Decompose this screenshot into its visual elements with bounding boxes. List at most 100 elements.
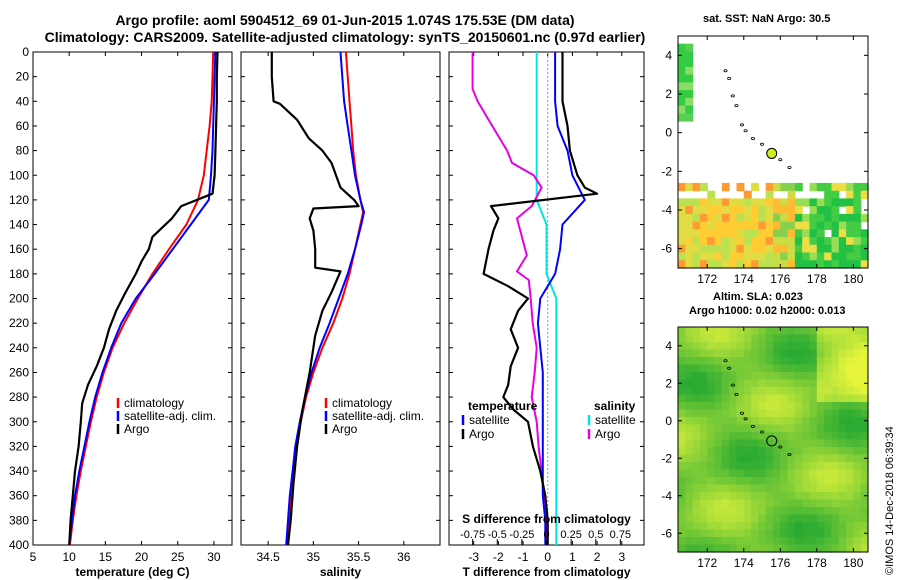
sst-cell <box>751 221 759 230</box>
sla-cell <box>765 334 774 343</box>
sla-cell <box>794 484 803 493</box>
sla-cell <box>721 514 730 523</box>
map-y-tick-label: 0 <box>665 414 672 428</box>
x-tick-label: 10 <box>63 550 77 564</box>
sla-cell <box>831 514 840 523</box>
y-tick-label: 40 <box>16 94 30 108</box>
sst-cell <box>751 252 759 261</box>
sla-cell <box>846 364 854 373</box>
x-tick-label: 3 <box>618 550 625 564</box>
sst-map-field <box>678 43 869 269</box>
sla-cell <box>824 417 833 426</box>
sla-cell <box>860 372 869 381</box>
sla-cell <box>780 432 789 441</box>
sst-cell <box>838 182 847 192</box>
sla-cell <box>787 477 796 486</box>
sla-cell <box>794 492 803 501</box>
sla-cell <box>685 364 694 373</box>
sst-cell <box>809 237 818 246</box>
sla-cell <box>765 454 774 463</box>
sla-cell <box>685 454 694 463</box>
y-tick-label: 320 <box>9 439 29 453</box>
island-outline <box>734 392 739 396</box>
sst-cell <box>743 237 752 246</box>
sst-cell <box>751 229 759 238</box>
sst-cell <box>816 221 825 230</box>
sla-cell <box>692 357 701 366</box>
sla-cell <box>714 477 723 486</box>
sla-cell <box>729 334 738 343</box>
sla-cell <box>721 492 730 501</box>
sla-cell <box>758 349 767 358</box>
y-tick-label: 20 <box>16 70 30 84</box>
island-outline <box>730 383 735 387</box>
sst-cell <box>765 244 774 254</box>
sla-cell <box>831 507 840 516</box>
sla-cell <box>860 349 869 358</box>
sst-cell <box>853 252 862 261</box>
sla-cell <box>838 477 847 486</box>
sla-cell <box>743 432 752 441</box>
sla-cell <box>802 334 811 343</box>
sla-cell <box>780 334 789 343</box>
sla-cell <box>758 417 767 426</box>
sla-cell <box>846 432 854 441</box>
sst-cell <box>787 260 796 269</box>
sst-cell <box>846 213 854 223</box>
sla-cell <box>802 537 811 546</box>
sst-cell <box>714 244 723 254</box>
sst-cell <box>787 237 796 246</box>
x-tick-label: 0 <box>544 550 551 564</box>
sla-cell <box>838 522 847 531</box>
sst-cell <box>685 213 694 223</box>
sla-cell <box>787 492 796 501</box>
sla-cell <box>794 327 803 336</box>
sla-cell <box>692 334 701 343</box>
sla-cell <box>721 484 730 493</box>
y-tick-label: 60 <box>16 119 30 133</box>
sst-cell <box>816 237 825 246</box>
map-x-tick-label: 180 <box>843 272 863 286</box>
sla-cell <box>816 379 825 388</box>
sla-cell <box>853 499 862 508</box>
sla-cell <box>736 364 745 373</box>
sst-cell <box>714 213 723 223</box>
sla-cell <box>816 357 825 366</box>
sla-cell <box>838 379 847 388</box>
sla-cell <box>838 484 847 493</box>
sla-cell <box>729 409 738 418</box>
x-tick-label: 30 <box>207 550 221 564</box>
sla-cell <box>831 424 840 433</box>
sla-cell <box>838 439 847 448</box>
sla-cell <box>685 372 694 381</box>
sla-cell <box>802 454 811 463</box>
sst-cell <box>729 213 738 223</box>
sla-cell <box>824 432 833 441</box>
sla-cell <box>765 537 774 546</box>
sla-cell <box>838 364 847 373</box>
sst-cell <box>780 237 789 246</box>
sla-cell <box>758 372 767 381</box>
sla-cell <box>699 469 708 478</box>
sst-cell <box>743 221 752 230</box>
sla-cell <box>824 529 833 538</box>
sla-cell <box>758 387 767 396</box>
map-y-tick-label: -2 <box>661 164 672 178</box>
sst-cell <box>743 252 752 261</box>
sla-cell <box>685 484 694 493</box>
x-tick-label: 35.5 <box>347 550 371 564</box>
sst-cell <box>699 198 708 207</box>
sst-cell <box>802 229 811 238</box>
legend-label: climatology <box>332 396 392 410</box>
island-outline <box>760 430 765 434</box>
sst-cell <box>794 252 803 261</box>
diff-s-satellite-line <box>535 52 558 545</box>
sla-cell <box>794 447 803 456</box>
sla-cell <box>802 327 811 336</box>
sla-cell <box>707 349 716 358</box>
sla-cell <box>838 492 847 501</box>
sla-cell <box>678 544 686 553</box>
sst-cell <box>743 229 752 238</box>
sla-cell <box>773 394 781 403</box>
sla-cell <box>765 364 774 373</box>
